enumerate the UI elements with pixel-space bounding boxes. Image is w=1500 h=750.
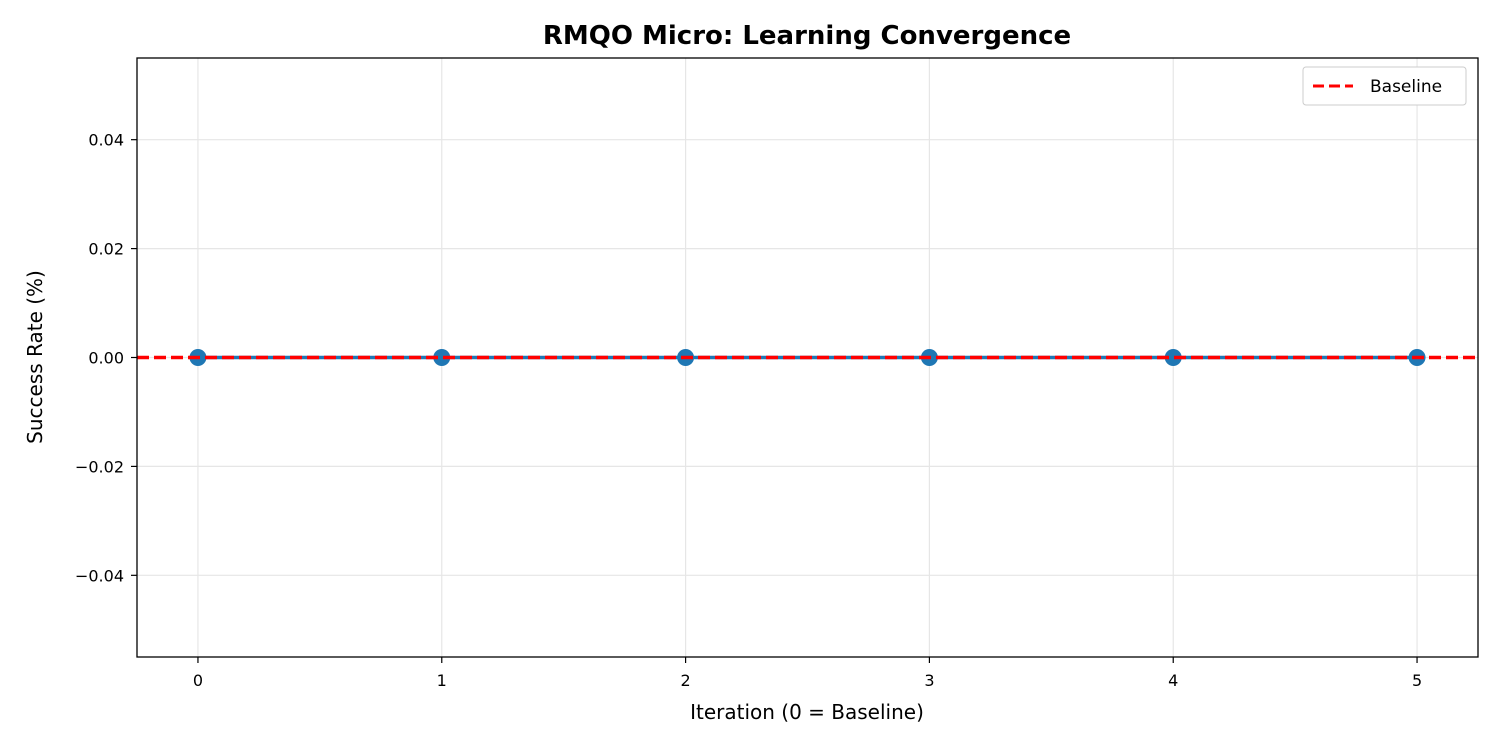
- data-point: [1164, 349, 1182, 366]
- legend: Baseline: [1302, 66, 1467, 106]
- y-axis-title: Success Rate (%): [23, 270, 47, 444]
- x-tick-label: 0: [193, 671, 203, 690]
- y-tick-label: 0.04: [88, 131, 124, 150]
- ticks: 0 1 2 3 4 5 0.04 0.02 0.00 −0.02 −0.04: [75, 131, 1422, 690]
- x-tick-label: 2: [680, 671, 690, 690]
- series-layer: [137, 349, 1478, 366]
- chart-title: RMQO Micro: Learning Convergence: [543, 21, 1071, 51]
- x-tick-label: 1: [437, 671, 447, 690]
- y-tick-label: 0.02: [88, 240, 124, 259]
- x-tick-label: 3: [924, 671, 934, 690]
- x-tick-label: 5: [1412, 671, 1422, 690]
- legend-baseline-label: Baseline: [1370, 77, 1442, 97]
- y-tick-label: −0.02: [75, 457, 124, 476]
- y-tick-label: −0.04: [75, 566, 124, 585]
- y-tick-label: 0.00: [88, 349, 124, 368]
- data-point: [433, 349, 451, 366]
- legend-box: [1302, 66, 1467, 106]
- x-axis-title: Iteration (0 = Baseline): [690, 700, 924, 724]
- x-tick-label: 4: [1168, 671, 1178, 690]
